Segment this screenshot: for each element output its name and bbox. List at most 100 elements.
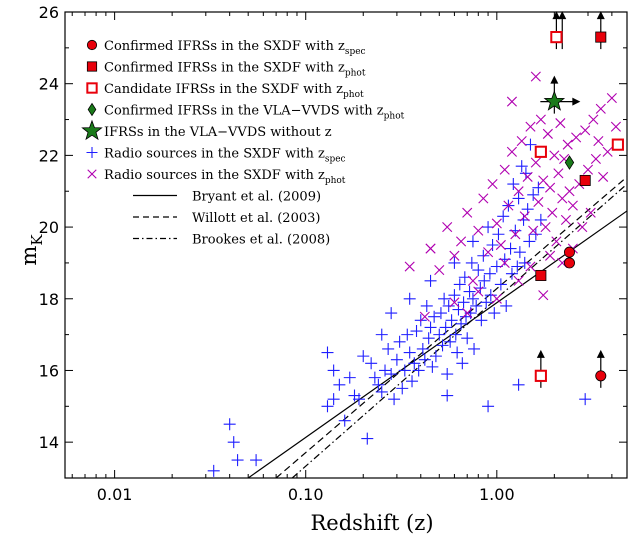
legend-marker-plus (86, 147, 98, 158)
point-plus (388, 393, 401, 406)
point-cross (533, 196, 544, 208)
y-tick-label: 26 (39, 3, 59, 22)
point-plus (477, 249, 490, 262)
point-plus (429, 350, 442, 363)
point-plus (416, 342, 429, 355)
point-plus (507, 178, 520, 191)
point-plus (448, 256, 461, 269)
point-square-filled (535, 269, 547, 281)
point-plus (534, 213, 547, 226)
x-axis-title: Redshift (z) (310, 511, 433, 535)
point-plus (475, 314, 488, 327)
point-cross (449, 250, 460, 261)
point-cross (525, 261, 536, 272)
point-cross (467, 275, 479, 286)
point-plus (424, 274, 437, 287)
point-plus (418, 353, 431, 366)
point-plus (333, 378, 346, 391)
limit-point-square-filled (595, 31, 607, 43)
point-plus (515, 160, 528, 173)
point-plus (321, 400, 334, 413)
data-points (207, 71, 624, 477)
point-plus (223, 418, 236, 431)
point-cross (540, 222, 551, 233)
point-plus (434, 307, 447, 320)
point-cross (483, 247, 494, 258)
point-cross (593, 135, 604, 147)
y-tick-label: 18 (39, 290, 59, 309)
point-plus (436, 339, 449, 352)
point-cross (404, 261, 415, 272)
point-plus (484, 289, 497, 302)
point-plus (393, 335, 406, 348)
y-axis-title: mK (17, 234, 46, 266)
point-cross (442, 222, 453, 233)
point-cross (473, 225, 484, 236)
point-plus (428, 310, 441, 323)
point-plus (379, 364, 392, 377)
point-plus (327, 393, 340, 406)
point-plus (422, 332, 435, 345)
x-tick-label: 0.01 (97, 485, 133, 504)
plot-frame (64, 11, 628, 479)
point-plus (338, 414, 351, 427)
point-plus (486, 239, 499, 251)
point-plus (396, 382, 409, 395)
point-plus (401, 328, 414, 341)
legend-label: IFRSs in the VLA−VVDS without z (104, 125, 332, 140)
point-plus (482, 221, 495, 234)
point-cross (513, 186, 524, 197)
legend-label: Willott et al. (2003) (192, 211, 320, 226)
point-cross (522, 171, 533, 182)
point-plus (483, 267, 496, 280)
point-plus (474, 282, 487, 295)
point-plus (465, 256, 478, 269)
point-plus (579, 393, 592, 406)
point-cross (530, 157, 541, 168)
point-plus (438, 292, 451, 305)
point-plus (452, 303, 465, 316)
point-plus (512, 192, 525, 205)
point-cross (610, 121, 621, 132)
point-plus (327, 364, 340, 377)
legend-label: Confirmed IFRSs in the VLA−VVDS with zph… (104, 104, 405, 122)
point-cross (564, 186, 575, 197)
point-cross (491, 218, 502, 229)
legend-marker-circle-filled (86, 39, 98, 51)
point-plus (448, 289, 461, 302)
legend-label: Confirmed IFRSs in the SXDF with zphot (104, 61, 366, 79)
point-cross (478, 193, 489, 204)
point-cross (506, 96, 518, 107)
point-cross (562, 139, 573, 150)
point-cross (560, 214, 572, 225)
point-cross (516, 135, 527, 147)
legend-label: Candidate IFRSs in the SXDF with zphot (104, 82, 364, 100)
point-plus (343, 371, 356, 384)
limit-arrows (534, 11, 607, 388)
point-cross (582, 164, 594, 175)
point-cross (571, 132, 582, 143)
point-plus (372, 378, 385, 391)
point-cross (535, 114, 546, 125)
point-cross (462, 207, 473, 218)
point-square-filled (579, 174, 591, 186)
point-cross (510, 229, 521, 240)
point-plus (517, 213, 530, 226)
point-plus (410, 325, 423, 338)
upward-limit-arrow-head (552, 11, 561, 20)
point-plus (468, 342, 481, 355)
point-plus (390, 353, 403, 366)
point-circle-filled (563, 246, 575, 258)
point-plus (478, 274, 491, 287)
point-plus (463, 285, 476, 298)
point-plus (321, 346, 334, 359)
legend-marker-diamond-filled (87, 102, 97, 117)
point-plus (527, 188, 540, 201)
point-cross (595, 103, 606, 114)
y-tick-label: 24 (39, 75, 59, 94)
point-plus (406, 375, 419, 388)
point-cross (503, 200, 514, 211)
point-plus (352, 393, 365, 406)
legend-marker-cross (87, 169, 97, 179)
legend-label: Radio sources in the SXDF with zspec (104, 147, 346, 165)
